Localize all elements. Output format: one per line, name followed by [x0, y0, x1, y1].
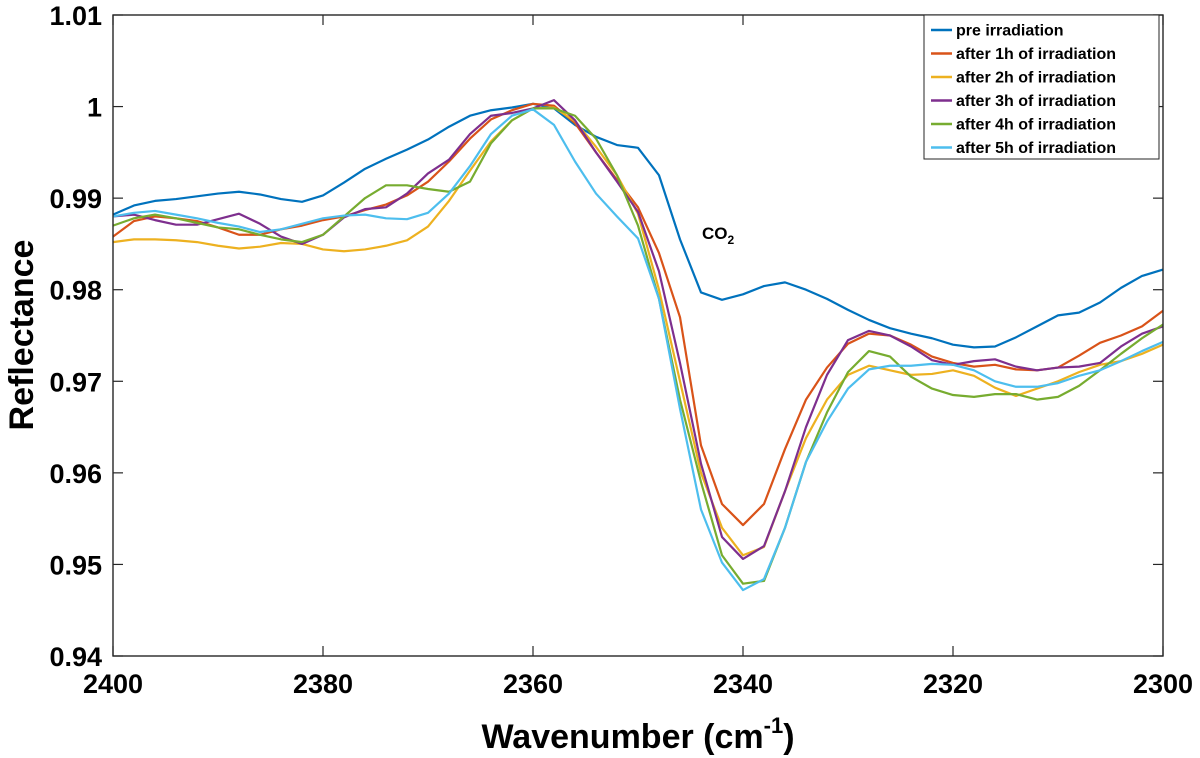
co2-annotation-text: CO	[702, 224, 728, 243]
series-line-6	[112, 108, 1164, 592]
legend-label: after 2h of irradiation	[956, 70, 1116, 87]
co2-annotation: CO2	[702, 224, 735, 247]
plot-frame	[112, 14, 1164, 657]
y-tick-label: 1.01	[49, 1, 102, 31]
series-line-5	[112, 107, 1164, 585]
y-axis-label: Reflectance	[3, 240, 41, 431]
legend-box	[923, 14, 1160, 160]
legend-label: after 1h of irradiation	[956, 46, 1116, 63]
x-axis-label-superscript: -1	[764, 713, 784, 738]
x-tick-label: 2300	[1133, 669, 1193, 699]
legend-label: pre irradiation	[956, 23, 1064, 40]
series-line-4	[112, 99, 1164, 561]
legend: pre irradiation after 1h of irradiation af…	[923, 14, 1160, 160]
legend-label: after 4h of irradiation	[956, 117, 1116, 134]
y-tick-label: 0.95	[49, 550, 102, 580]
x-tick-label: 2340	[713, 669, 773, 699]
tick-labels-layer: 2400 2380 2360 2340 2320 2300 0.94 0.95 0.96 0.97…	[49, 1, 1193, 699]
y-tick-label: 0.98	[49, 276, 102, 306]
y-tick-label: 0.96	[49, 459, 102, 489]
series-line-1	[112, 102, 1164, 349]
y-tick-label: 0.97	[49, 367, 102, 397]
x-tick-label: 2380	[293, 669, 353, 699]
x-tick-label: 2320	[923, 669, 983, 699]
legend-label: after 3h of irradiation	[956, 93, 1116, 110]
series-layer	[112, 99, 1164, 592]
y-tick-label: 1	[87, 93, 102, 123]
y-tick-label: 0.99	[49, 184, 102, 214]
x-axis-label: Wavenumber (cm-1)	[481, 713, 794, 756]
x-tick-label: 2360	[503, 669, 563, 699]
y-tick-label: 0.94	[49, 642, 102, 672]
x-axis-label-end: )	[783, 718, 794, 756]
x-tick-label: 2400	[83, 669, 143, 699]
legend-label: after 5h of irradiation	[956, 140, 1116, 157]
co2-annotation-subscript: 2	[728, 233, 735, 247]
